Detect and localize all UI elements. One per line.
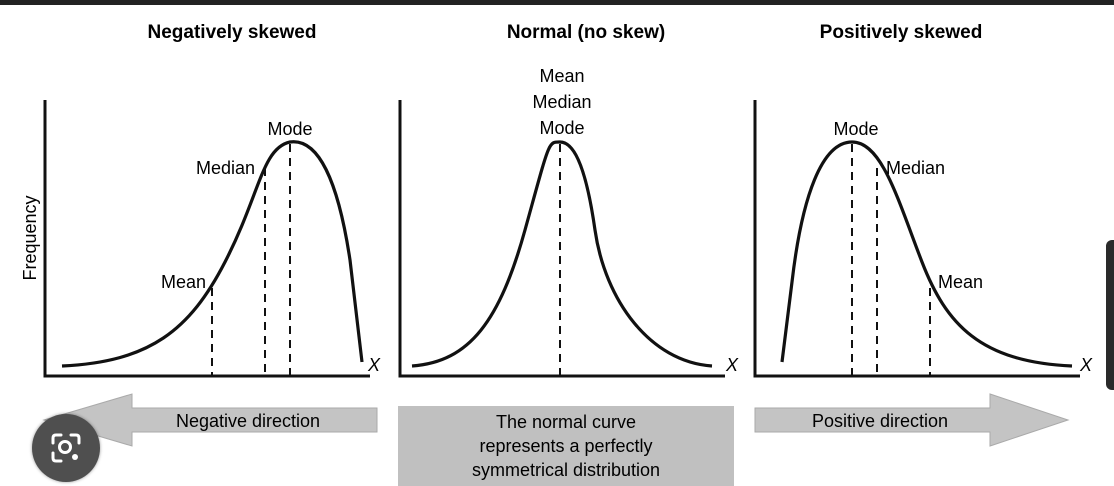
panel-positive: Mode Median Mean X xyxy=(753,100,1093,378)
top-edge-bar xyxy=(0,0,1114,5)
positive-direction-arrow: Positive direction xyxy=(754,393,1070,447)
x-label-negative: X xyxy=(367,355,381,375)
label-mode-positive: Mode xyxy=(833,119,878,139)
axes-negative xyxy=(43,100,370,378)
arrow-right-shape xyxy=(754,393,1070,447)
label-mean-normal: Mean xyxy=(539,66,584,86)
curve-positive xyxy=(780,140,1073,368)
normal-note-line3: symmetrical distribution xyxy=(472,460,660,480)
label-mode-normal: Mode xyxy=(539,118,584,138)
y-axis-label: Frequency xyxy=(20,195,40,280)
axes-positive xyxy=(753,100,1080,378)
label-median-positive: Median xyxy=(886,158,945,178)
curve-normal xyxy=(411,140,713,368)
normal-curve-note: The normal curve represents a perfectly … xyxy=(398,406,734,486)
arrow-left-shape xyxy=(42,393,378,447)
positive-direction-label: Positive direction xyxy=(812,411,948,431)
label-mean-negative: Mean xyxy=(161,272,206,292)
normal-note-line2: represents a perfectly xyxy=(479,436,652,456)
axes-normal xyxy=(398,100,725,378)
negative-direction-arrow: Negative direction xyxy=(42,393,378,447)
panel-negative: Mode Median Mean X xyxy=(43,100,381,378)
label-median-normal: Median xyxy=(532,92,591,112)
normal-note-box xyxy=(398,406,734,486)
x-label-positive: X xyxy=(1079,355,1093,375)
label-median-negative: Median xyxy=(196,158,255,178)
lens-search-button[interactable] xyxy=(32,414,100,482)
title-positively-skewed: Positively skewed xyxy=(820,22,983,43)
label-mean-positive: Mean xyxy=(938,272,983,292)
panel-normal: Mean Median Mode X xyxy=(398,66,739,378)
label-mode-negative: Mode xyxy=(267,119,312,139)
normal-note-line1: The normal curve xyxy=(496,412,636,432)
title-normal: Normal (no skew) xyxy=(507,22,665,43)
x-label-normal: X xyxy=(725,355,739,375)
lens-search-icon xyxy=(51,433,81,463)
curve-negative xyxy=(61,140,364,368)
title-negatively-skewed: Negatively skewed xyxy=(148,22,317,43)
side-panel-handle[interactable] xyxy=(1106,240,1114,390)
negative-direction-label: Negative direction xyxy=(176,411,320,431)
